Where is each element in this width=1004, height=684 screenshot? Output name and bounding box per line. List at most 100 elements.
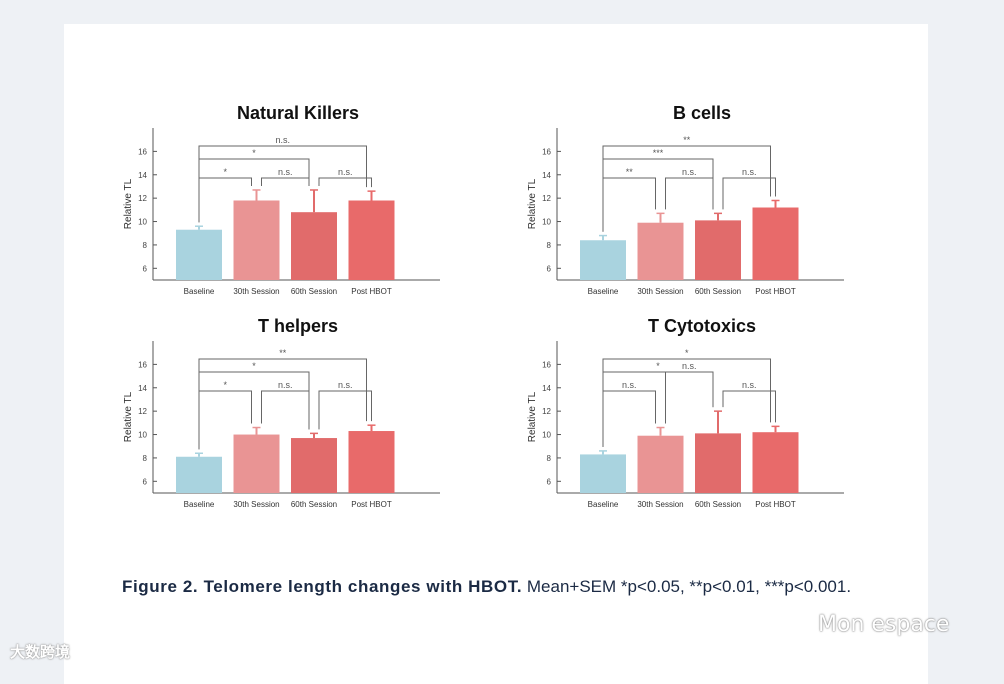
bar [233,200,280,280]
y-tick-label: 10 [138,218,147,227]
wechat-icon [788,615,810,632]
y-tick-label: 8 [547,454,552,463]
watermark-right: Mon espace [788,612,949,637]
significance-label: n.s. [278,167,293,177]
significance-bracket [602,177,656,232]
x-tick-label: 60th Session [291,287,337,296]
y-tick-label: 8 [547,241,552,250]
significance-label: n.s. [682,361,697,371]
x-tick-label: Baseline [588,287,619,296]
significance-label: n.s. [338,167,353,177]
significance-label: * [656,361,660,371]
significance-label: n.s. [275,135,290,145]
bar [176,456,222,493]
y-tick-label: 14 [138,384,147,393]
y-tick-label: 14 [542,171,551,180]
panel-b-cells: B cells 6 8 10 12 14 16 Relative TL Baseline 30t… [522,100,882,305]
x-tick-label: 30th Session [637,287,683,296]
bar [348,431,395,493]
significance-bracket [722,177,776,210]
significance-bracket [318,390,372,430]
bar [695,220,741,280]
x-tick-label: Baseline [184,500,215,509]
y-tick-label: 16 [542,360,551,369]
significance-bracket [198,145,367,223]
bar [637,435,684,493]
y-tick-label: 10 [138,431,147,440]
significance-label: ** [626,167,634,177]
x-tick-label: Post HBOT [755,500,796,509]
y-tick-label: 10 [542,218,551,227]
watermark-left: 大数跨境 [10,641,70,662]
significance-label: n.s. [622,380,637,390]
significance-bracket [198,358,367,450]
x-tick-label: Post HBOT [755,287,796,296]
bar [233,434,280,493]
x-tick-label: Baseline [588,500,619,509]
significance-label: n.s. [682,167,697,177]
bar [291,438,337,493]
y-axis-label: Relative TL [527,178,538,229]
bar [580,240,626,280]
significance-label: * [252,148,256,158]
panel-title: T helpers [257,316,339,336]
panel-natural-killers: Natural Killers 6 8 10 12 14 16 Relative TL Bas… [118,100,478,305]
significance-bracket [665,177,714,210]
figure-caption: Figure 2. Telomere length changes with H… [122,573,887,600]
caption-bold: Figure 2. Telomere length changes with H… [122,577,523,596]
significance-bracket [665,371,714,424]
y-tick-label: 6 [547,264,552,273]
caption-rest: Mean+SEM *p<0.05, **p<0.01, ***p<0.001. [522,577,852,596]
watermark-left-text: 大数跨境 [10,643,71,661]
y-axis-label: Relative TL [527,391,538,442]
x-tick-label: Post HBOT [351,500,392,509]
significance-bracket [602,390,656,447]
y-tick-label: 6 [143,264,148,273]
y-tick-label: 8 [143,241,148,250]
y-tick-label: 12 [542,407,551,416]
bar [176,229,222,280]
x-tick-label: Post HBOT [351,287,392,296]
panel-t-cytotoxics: T Cytotoxics 6 8 10 12 14 16 Relative TL Baseli… [522,313,882,518]
watermark-right-text: Mon espace [818,612,950,637]
significance-label: * [223,380,227,390]
figure-card [64,24,928,684]
bar [695,433,741,493]
significance-label: n.s. [338,380,353,390]
bar [291,212,337,280]
y-tick-label: 16 [138,360,147,369]
bar [348,200,395,280]
y-tick-label: 12 [138,194,147,203]
significance-label: ** [279,348,287,358]
significance-bracket [198,177,252,223]
chart-t-helpers: 6 8 10 12 14 16 Relative TL Baseline 30th Sessio… [123,341,440,509]
significance-label: n.s. [742,167,757,177]
bar [752,207,799,280]
y-tick-label: 16 [138,147,147,156]
significance-bracket [198,390,252,450]
y-tick-label: 16 [542,147,551,156]
significance-bracket [261,390,310,430]
chart-t-cytotoxics: 6 8 10 12 14 16 Relative TL Baseline 30th Sessio… [527,341,844,509]
panel-t-helpers: T helpers 6 8 10 12 14 16 Relative TL Baseline 3… [118,313,478,518]
y-tick-label: 12 [138,407,147,416]
x-tick-label: 60th Session [695,500,741,509]
y-tick-label: 6 [547,477,552,486]
significance-bracket [722,390,776,423]
bar [637,222,684,280]
x-tick-label: 30th Session [233,500,279,509]
y-tick-label: 12 [542,194,551,203]
significance-label: *** [653,148,664,158]
x-tick-label: 60th Session [695,287,741,296]
y-tick-label: 14 [138,171,147,180]
y-tick-label: 8 [143,454,148,463]
x-tick-label: Baseline [184,287,215,296]
panel-title: T Cytotoxics [647,316,757,336]
chart-b-cells: 6 8 10 12 14 16 Relative TL Baseline 30th Sessio… [527,128,844,296]
significance-label: n.s. [742,380,757,390]
bar [580,454,626,493]
y-axis-label: Relative TL [123,178,134,229]
y-tick-label: 10 [542,431,551,440]
panel-title: B cells [672,103,732,123]
significance-bracket [318,177,372,188]
